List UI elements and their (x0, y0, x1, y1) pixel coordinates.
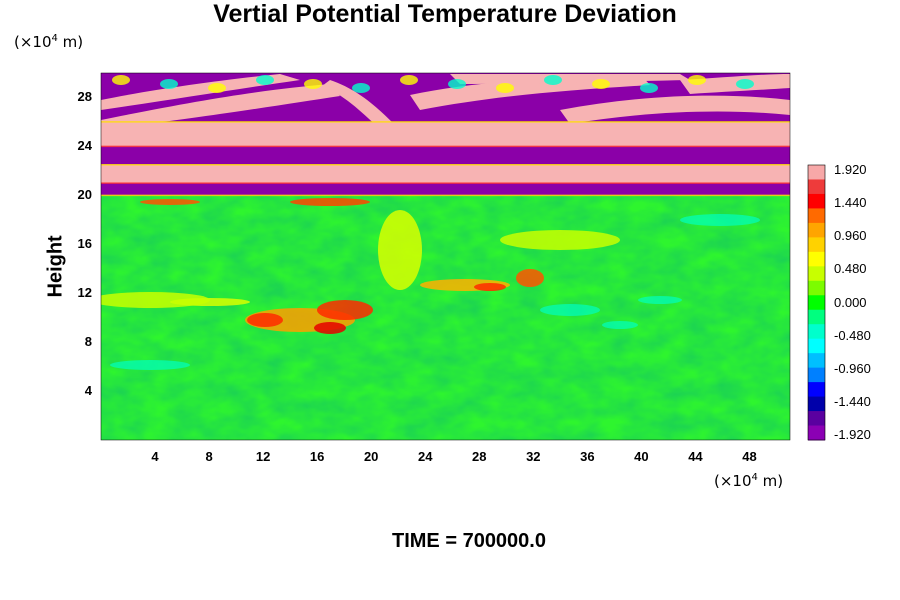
colorbar-swatch (808, 353, 825, 369)
x-tick-label: 28 (472, 449, 487, 464)
colorbar-tick-label: -1.440 (834, 393, 871, 409)
warm-anomaly-7 (516, 269, 544, 287)
top-blob (112, 75, 130, 85)
plot-frame (100, 72, 791, 441)
top-blob (592, 79, 610, 89)
colorbar-swatch (808, 295, 825, 311)
band-2 (101, 146, 790, 165)
x-tick-label: 40 (634, 449, 649, 464)
y-tick-label: 16 (77, 236, 92, 252)
cool-anomaly-1 (602, 321, 638, 329)
top-blob (400, 75, 418, 85)
top-blob (352, 83, 370, 93)
colorbar-swatch (808, 396, 825, 412)
wave-streak-6 (680, 74, 790, 94)
wave-streak-1 (101, 74, 300, 110)
warm-anomaly-11 (101, 292, 210, 308)
colorbar-swatch (808, 367, 825, 383)
colorbar-tick-label: 1.920 (834, 162, 867, 177)
warm-anomaly-1 (247, 313, 283, 327)
y-tick-label: 20 (77, 187, 92, 203)
x-tick-label: 12 (255, 449, 271, 464)
colorbar-tick-label: -0.960 (834, 360, 871, 376)
warm-anomaly-3 (314, 322, 346, 334)
top-blob (160, 79, 178, 89)
colorbar-swatch (808, 280, 825, 296)
warm-anomaly-2 (317, 300, 373, 320)
time-label: TIME = 700000.0 (392, 530, 546, 552)
top-blob (256, 75, 274, 85)
top-blob (688, 75, 706, 85)
y-tick-label: 28 (77, 89, 92, 105)
x-tick-label: 36 (580, 449, 595, 464)
colorbar-swatch (808, 193, 825, 209)
colorbar-swatch (808, 425, 825, 441)
colorbar-swatch (808, 222, 825, 238)
x-tick-label: 24 (418, 449, 433, 464)
colorbar-tick-label: -1.920 (834, 427, 871, 442)
colorbar-swatch (808, 309, 825, 325)
x-tick-label: 8 (205, 449, 213, 464)
y-tick-label: 12 (77, 285, 92, 301)
x-tick-label: 48 (742, 449, 757, 464)
top-blob (496, 83, 514, 93)
colorbar-swatch (808, 208, 825, 224)
chart-title: Vertial Potential Temperature Deviation (213, 0, 677, 28)
x-tick-label: 4 (151, 449, 159, 464)
top-blob (544, 75, 562, 85)
warm-anomaly-4 (378, 210, 422, 290)
band-1 (101, 121, 790, 147)
x-tick-label: 16 (309, 449, 325, 464)
colorbar-swatch (808, 324, 825, 340)
band-4 (101, 183, 790, 196)
x-tick-label: 32 (526, 449, 541, 464)
x-tick-label: 20 (363, 449, 379, 464)
warm-anomaly-9 (290, 198, 370, 206)
x-tick-label: 44 (688, 449, 703, 464)
heatmap-field (101, 73, 790, 440)
wave-streak-2 (322, 80, 400, 134)
colorbar-swatch (808, 338, 825, 354)
colorbar-swatch (808, 382, 825, 398)
top-blob (208, 83, 226, 93)
wave-streak-3 (410, 74, 650, 110)
colorbar-swatch (808, 179, 825, 195)
colorbar-tick-label: -0.480 (834, 327, 871, 343)
colorbar-swatch (808, 411, 825, 427)
colorbar-swatch (808, 266, 825, 282)
y-unit-label: (×104 m) (14, 33, 84, 51)
warm-anomaly-10 (140, 199, 200, 205)
y-tick-label: 4 (84, 383, 92, 399)
top-blob (736, 79, 754, 89)
colorbar-tick-label: 0.960 (834, 228, 867, 244)
colorbar (807, 164, 826, 441)
field-texture (101, 195, 790, 440)
colorbar-frame (807, 164, 826, 441)
x-unit-label: (×104 m) (714, 472, 784, 490)
colorbar-swatch (808, 237, 825, 253)
wave-streak-0 (101, 84, 340, 130)
colorbar-tick-label: 1.440 (834, 195, 867, 211)
colorbar-swatch (808, 251, 825, 267)
colorbar-tick-label: 0.000 (834, 294, 867, 310)
top-blob (448, 79, 466, 89)
top-blob (304, 79, 322, 89)
cool-anomaly-4 (638, 296, 682, 304)
band-3 (101, 164, 790, 184)
colorbar-swatch (808, 165, 825, 180)
cool-anomaly-3 (110, 360, 190, 370)
wave-streak-4 (560, 95, 790, 124)
cool-anomaly-2 (680, 214, 760, 226)
top-blob (640, 83, 658, 93)
warm-anomaly-12 (500, 230, 620, 250)
warm-anomaly-6 (474, 283, 506, 291)
colorbar-tick-label: 0.480 (834, 261, 867, 277)
wave-streak-5 (450, 74, 690, 84)
cool-anomaly-0 (540, 304, 600, 316)
y-tick-label: 24 (77, 138, 92, 154)
y-tick-label: 8 (84, 334, 92, 350)
